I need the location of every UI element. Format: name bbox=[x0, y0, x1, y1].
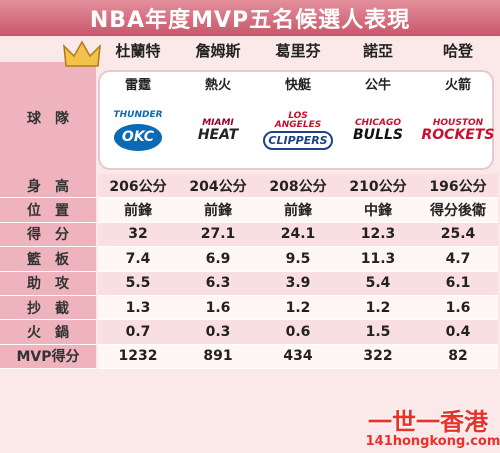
table-cell: 1232 bbox=[98, 344, 178, 370]
player-name: 杜蘭特 bbox=[115, 41, 161, 60]
table-cell: 1.3 bbox=[98, 296, 178, 321]
team-name: 熱火 bbox=[204, 77, 231, 93]
table-cell: 210公分 bbox=[338, 174, 418, 199]
table-cell: 0.4 bbox=[418, 320, 498, 345]
table-cell: 5.5 bbox=[98, 271, 178, 296]
table-cell: 前鋒 bbox=[178, 198, 258, 223]
team-name: 公牛 bbox=[364, 77, 391, 93]
table-cell: 6.3 bbox=[178, 271, 258, 296]
table-cell: 32 bbox=[98, 222, 178, 248]
table-cell: 0.6 bbox=[258, 320, 338, 345]
row-label: 得 分 bbox=[0, 222, 96, 248]
team-logo: CHICAGO BULLS bbox=[344, 96, 412, 166]
title: NBA年度MVP五名候選人表現 bbox=[0, 0, 500, 36]
team-name: 火箭 bbox=[444, 77, 471, 93]
table-cell: 0.3 bbox=[178, 320, 258, 345]
row-label: 籃 板 bbox=[0, 247, 96, 272]
table-cell: 1.5 bbox=[338, 320, 418, 345]
table-cell: 11.3 bbox=[338, 247, 418, 272]
table-cell: 12.3 bbox=[338, 222, 418, 248]
table-cell: 6.9 bbox=[178, 247, 258, 272]
table-cell: 3.9 bbox=[258, 271, 338, 296]
logo-text: LOS ANGELES bbox=[274, 110, 322, 131]
team-label-cell: 球 隊 bbox=[0, 62, 96, 174]
crown-icon bbox=[63, 40, 101, 67]
row-label: 火 鍋 bbox=[0, 320, 96, 345]
player-name: 詹姆斯 bbox=[195, 41, 241, 60]
team-label: 球 隊 bbox=[27, 111, 69, 127]
row-label: 身 高 bbox=[0, 174, 96, 199]
table-cell: 27.1 bbox=[178, 222, 258, 248]
row-label: 抄 截 bbox=[0, 296, 96, 321]
table-cell: 434 bbox=[258, 344, 338, 370]
watermark-url: 141hongkong.com bbox=[365, 433, 500, 449]
logo-text: OKC bbox=[113, 124, 163, 152]
player-name: 葛里芬 bbox=[275, 41, 321, 60]
logo-text: CHICAGO bbox=[354, 117, 402, 128]
team-logo: THUNDER OKC bbox=[104, 96, 172, 166]
table-cell: 1.2 bbox=[338, 296, 418, 321]
table-cell: 196公分 bbox=[418, 174, 498, 199]
table-cell: 9.5 bbox=[258, 247, 338, 272]
logo-text: MIAMI bbox=[202, 117, 234, 128]
logo-text: BULLS bbox=[353, 127, 403, 144]
table-cell: 前鋒 bbox=[98, 198, 178, 223]
logo-text: ROCKETS bbox=[421, 127, 495, 144]
table-cell: 204公分 bbox=[178, 174, 258, 199]
logo-text: HEAT bbox=[197, 127, 239, 144]
logo-text: HOUSTON bbox=[432, 117, 484, 128]
team-logo: MIAMI HEAT bbox=[184, 96, 252, 166]
table-cell: 5.4 bbox=[338, 271, 418, 296]
player-name: 諾亞 bbox=[362, 41, 393, 60]
table-cell: 0.7 bbox=[98, 320, 178, 345]
table-cell: 4.7 bbox=[418, 247, 498, 272]
logo-text: THUNDER bbox=[113, 109, 163, 120]
team-name: 快艇 bbox=[284, 77, 311, 93]
table-cell: 208公分 bbox=[258, 174, 338, 199]
logo-text: CLIPPERS bbox=[263, 130, 333, 151]
table-cell: 6.1 bbox=[418, 271, 498, 296]
table-cell: 82 bbox=[418, 344, 498, 370]
table-cell: 1.2 bbox=[258, 296, 338, 321]
table-cell: 322 bbox=[338, 344, 418, 370]
team-logo: HOUSTON ROCKETS bbox=[421, 96, 495, 166]
table-cell: 1.6 bbox=[178, 296, 258, 321]
table-cell: 7.4 bbox=[98, 247, 178, 272]
table-cell: 中鋒 bbox=[338, 198, 418, 223]
table-cell: 得分後衛 bbox=[418, 198, 498, 223]
row-label: 位 置 bbox=[0, 198, 96, 223]
row-label: 助 攻 bbox=[0, 271, 96, 296]
team-box bbox=[98, 70, 494, 170]
table-cell: 891 bbox=[178, 344, 258, 370]
row-label: MVP得分 bbox=[0, 344, 96, 370]
table-cell: 1.6 bbox=[418, 296, 498, 321]
team-name: 雷霆 bbox=[124, 77, 151, 93]
table-cell: 25.4 bbox=[418, 222, 498, 248]
table-cell: 前鋒 bbox=[258, 198, 338, 223]
watermark-brand: 一世一香港 bbox=[368, 407, 488, 436]
table-cell: 206公分 bbox=[98, 174, 178, 199]
table-cell: 24.1 bbox=[258, 222, 338, 248]
player-name: 哈登 bbox=[442, 41, 473, 60]
team-logo: LOS ANGELES CLIPPERS bbox=[263, 96, 333, 166]
